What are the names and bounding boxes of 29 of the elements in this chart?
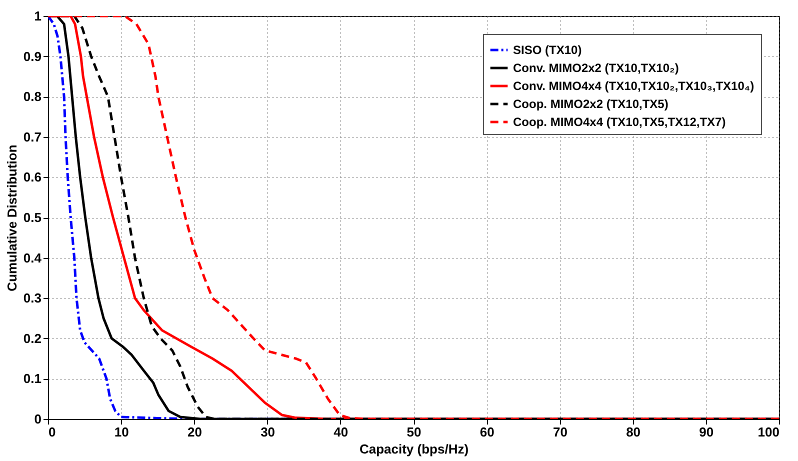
- y-tick-label: 0.4: [23, 250, 42, 266]
- y-tick-label: 0.2: [23, 330, 42, 346]
- x-tick-label: 80: [626, 424, 641, 440]
- legend-label: Coop. MIMO2x2 (TX10,TX5): [513, 97, 668, 111]
- x-tick-label: 40: [334, 424, 348, 440]
- x-tick-label: 0: [48, 424, 56, 440]
- x-tick-label: 70: [552, 424, 568, 440]
- x-tick-label: 60: [480, 424, 494, 440]
- legend-label: Conv. MIMO4x4 (TX10,TX10₂,TX10₃,TX10₄): [513, 79, 754, 93]
- x-tick-label: 100: [758, 424, 780, 440]
- y-tick-label: 0.3: [23, 290, 42, 306]
- y-tick-label: 0: [34, 412, 42, 426]
- y-axis-title: Cumulative Distribution: [4, 144, 20, 292]
- y-tick-label: 1: [34, 8, 42, 24]
- y-tick-label: 0.7: [23, 129, 42, 144]
- x-tick-label: 30: [260, 424, 276, 440]
- legend-label: SISO (TX10): [513, 43, 582, 57]
- y-tick-label: 0.8: [23, 89, 42, 104]
- x-tick-label: 50: [406, 424, 422, 440]
- x-tick-label: 10: [114, 424, 129, 440]
- y-tick-label: 0.1: [23, 371, 42, 386]
- legend-label: Coop. MIMO4x4 (TX10,TX5,TX12,TX7): [513, 115, 726, 129]
- x-tick-label: 90: [699, 424, 714, 440]
- y-tick-label: 0.9: [23, 48, 42, 64]
- x-tick-label: 20: [187, 424, 202, 440]
- y-tick-label: 0.5: [23, 210, 42, 225]
- y-tick-label: 0.6: [23, 170, 42, 185]
- x-axis-title: Capacity (bps/Hz): [359, 442, 469, 456]
- legend-label: Conv. MIMO2x2 (TX10,TX10₂): [513, 61, 679, 75]
